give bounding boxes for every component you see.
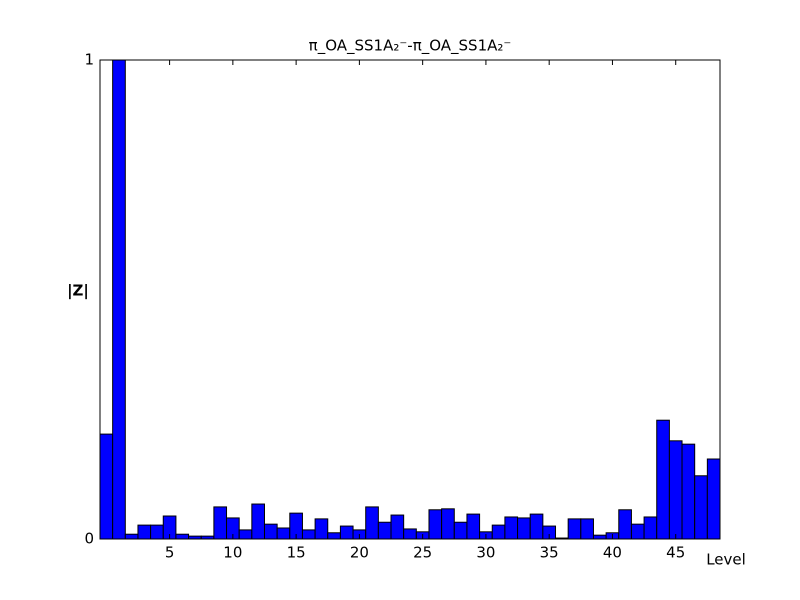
x-tick-label: 15: [287, 544, 306, 562]
bar: [668, 440, 683, 540]
bar: [681, 443, 696, 540]
bar: [618, 509, 632, 540]
bar: [137, 524, 152, 540]
bar: [656, 419, 670, 540]
x-tick-label: 5: [165, 544, 175, 562]
bar: [491, 524, 506, 540]
y-tick-label: 0: [84, 530, 94, 548]
bar: [99, 433, 114, 540]
bar: [630, 523, 645, 540]
bar: [314, 518, 329, 540]
bar: [592, 534, 607, 540]
bar: [150, 524, 164, 540]
x-tick-label: 10: [223, 544, 242, 562]
bar: [567, 518, 582, 540]
bar: [365, 506, 379, 540]
bar: [238, 529, 253, 540]
plot-frame: [99, 59, 721, 540]
x-axis-label: Level: [706, 551, 746, 569]
bar: [403, 528, 417, 540]
bar: [263, 523, 278, 540]
bar: [580, 518, 594, 540]
bar: [327, 532, 341, 540]
bar: [428, 509, 443, 540]
bar: [213, 506, 228, 540]
bar: [517, 517, 531, 540]
y-tick-label: 1: [84, 51, 94, 69]
y-axis-label: |Z|: [67, 282, 89, 301]
bar: [694, 475, 708, 540]
bar: [466, 513, 481, 540]
bar: [504, 516, 519, 540]
bar: [251, 503, 265, 540]
bar: [339, 525, 354, 540]
x-tick-label: 20: [350, 544, 369, 562]
chart-title: π_OA_SS1A₂⁻-π_OA_SS1A₂⁻: [309, 37, 512, 56]
bar: [301, 529, 316, 540]
bar: [453, 521, 468, 540]
bar: [390, 514, 405, 540]
bar: [441, 508, 455, 540]
x-tick-label: 40: [603, 544, 622, 562]
bar: [276, 527, 291, 540]
bar: [643, 516, 658, 540]
x-tick-label: 25: [413, 544, 432, 562]
x-tick-label: 35: [540, 544, 559, 562]
bar: [377, 521, 392, 540]
bar: [124, 533, 139, 540]
bar: [175, 533, 190, 540]
x-tick-label: 45: [666, 544, 685, 562]
bar: [529, 513, 544, 540]
bar: [706, 458, 721, 540]
bar: [112, 59, 126, 540]
x-tick-label: 30: [476, 544, 495, 562]
